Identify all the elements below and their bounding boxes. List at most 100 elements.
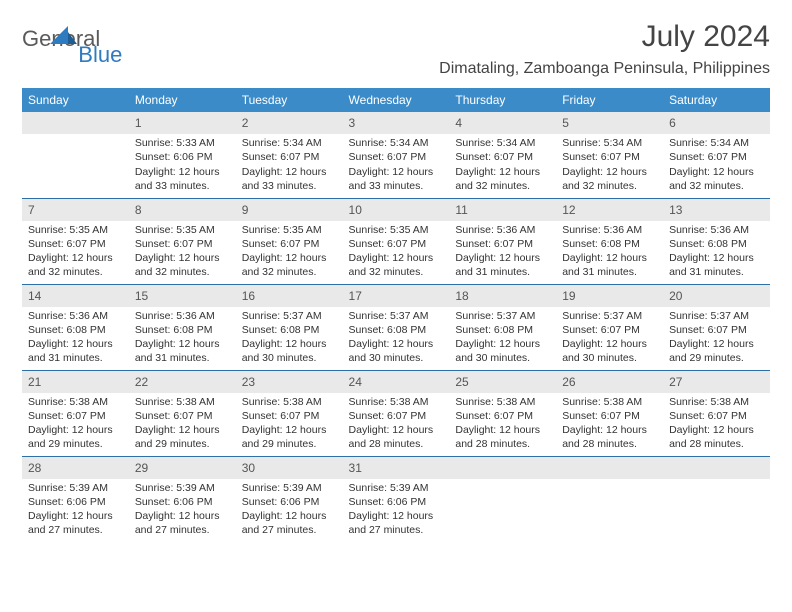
logo: General Blue <box>22 20 176 52</box>
daylight-text: Daylight: 12 hours and 32 minutes. <box>669 165 764 193</box>
cell-body: Sunrise: 5:37 AMSunset: 6:08 PMDaylight:… <box>236 307 343 370</box>
daylight-text: Daylight: 12 hours and 33 minutes. <box>242 165 337 193</box>
sunrise-text: Sunrise: 5:34 AM <box>562 136 657 150</box>
day-number: 23 <box>236 371 343 393</box>
sunset-text: Sunset: 6:08 PM <box>242 323 337 337</box>
cell-body: Sunrise: 5:35 AMSunset: 6:07 PMDaylight:… <box>343 221 450 284</box>
calendar-cell: 20Sunrise: 5:37 AMSunset: 6:07 PMDayligh… <box>663 284 770 370</box>
sunrise-text: Sunrise: 5:35 AM <box>28 223 123 237</box>
cell-body: Sunrise: 5:36 AMSunset: 6:07 PMDaylight:… <box>449 221 556 284</box>
cell-body: Sunrise: 5:33 AMSunset: 6:06 PMDaylight:… <box>129 134 236 197</box>
calendar-week-row: 28Sunrise: 5:39 AMSunset: 6:06 PMDayligh… <box>22 456 770 542</box>
calendar-cell: 21Sunrise: 5:38 AMSunset: 6:07 PMDayligh… <box>22 370 129 456</box>
calendar-cell: 26Sunrise: 5:38 AMSunset: 6:07 PMDayligh… <box>556 370 663 456</box>
header: General Blue July 2024 Dimataling, Zambo… <box>22 20 770 78</box>
calendar-week-row: 7Sunrise: 5:35 AMSunset: 6:07 PMDaylight… <box>22 198 770 284</box>
cell-body: Sunrise: 5:36 AMSunset: 6:08 PMDaylight:… <box>22 307 129 370</box>
cell-body: Sunrise: 5:35 AMSunset: 6:07 PMDaylight:… <box>129 221 236 284</box>
sunrise-text: Sunrise: 5:34 AM <box>349 136 444 150</box>
calendar-cell: 9Sunrise: 5:35 AMSunset: 6:07 PMDaylight… <box>236 198 343 284</box>
sunset-text: Sunset: 6:08 PM <box>562 237 657 251</box>
cell-body: Sunrise: 5:38 AMSunset: 6:07 PMDaylight:… <box>129 393 236 456</box>
calendar-cell: 17Sunrise: 5:37 AMSunset: 6:08 PMDayligh… <box>343 284 450 370</box>
calendar-cell: 1Sunrise: 5:33 AMSunset: 6:06 PMDaylight… <box>129 112 236 198</box>
sunset-text: Sunset: 6:06 PM <box>28 495 123 509</box>
sunset-text: Sunset: 6:07 PM <box>242 409 337 423</box>
location-label: Dimataling, Zamboanga Peninsula, Philipp… <box>439 60 770 78</box>
sunset-text: Sunset: 6:07 PM <box>242 237 337 251</box>
daylight-text: Daylight: 12 hours and 29 minutes. <box>669 337 764 365</box>
sunset-text: Sunset: 6:07 PM <box>349 237 444 251</box>
day-number <box>556 457 663 479</box>
day-number: 31 <box>343 457 450 479</box>
day-number: 17 <box>343 285 450 307</box>
sunset-text: Sunset: 6:08 PM <box>669 237 764 251</box>
day-number: 27 <box>663 371 770 393</box>
day-number: 18 <box>449 285 556 307</box>
weekday-header: Saturday <box>663 88 770 112</box>
daylight-text: Daylight: 12 hours and 27 minutes. <box>28 509 123 537</box>
sunset-text: Sunset: 6:07 PM <box>135 409 230 423</box>
sunrise-text: Sunrise: 5:38 AM <box>349 395 444 409</box>
daylight-text: Daylight: 12 hours and 28 minutes. <box>455 423 550 451</box>
calendar-cell: 18Sunrise: 5:37 AMSunset: 6:08 PMDayligh… <box>449 284 556 370</box>
day-number: 2 <box>236 112 343 134</box>
calendar-cell: 22Sunrise: 5:38 AMSunset: 6:07 PMDayligh… <box>129 370 236 456</box>
calendar-cell: 30Sunrise: 5:39 AMSunset: 6:06 PMDayligh… <box>236 456 343 542</box>
cell-body: Sunrise: 5:37 AMSunset: 6:07 PMDaylight:… <box>556 307 663 370</box>
sunset-text: Sunset: 6:08 PM <box>135 323 230 337</box>
cell-body: Sunrise: 5:36 AMSunset: 6:08 PMDaylight:… <box>556 221 663 284</box>
calendar-cell: 8Sunrise: 5:35 AMSunset: 6:07 PMDaylight… <box>129 198 236 284</box>
sunset-text: Sunset: 6:08 PM <box>455 323 550 337</box>
calendar-cell: 28Sunrise: 5:39 AMSunset: 6:06 PMDayligh… <box>22 456 129 542</box>
daylight-text: Daylight: 12 hours and 32 minutes. <box>135 251 230 279</box>
calendar-cell <box>22 112 129 198</box>
cell-body: Sunrise: 5:34 AMSunset: 6:07 PMDaylight:… <box>663 134 770 197</box>
cell-body: Sunrise: 5:38 AMSunset: 6:07 PMDaylight:… <box>663 393 770 456</box>
calendar-cell: 7Sunrise: 5:35 AMSunset: 6:07 PMDaylight… <box>22 198 129 284</box>
daylight-text: Daylight: 12 hours and 31 minutes. <box>562 251 657 279</box>
sunset-text: Sunset: 6:07 PM <box>135 237 230 251</box>
daylight-text: Daylight: 12 hours and 27 minutes. <box>349 509 444 537</box>
calendar-cell: 11Sunrise: 5:36 AMSunset: 6:07 PMDayligh… <box>449 198 556 284</box>
daylight-text: Daylight: 12 hours and 32 minutes. <box>28 251 123 279</box>
day-number <box>22 112 129 134</box>
day-number: 26 <box>556 371 663 393</box>
sunrise-text: Sunrise: 5:35 AM <box>349 223 444 237</box>
sunset-text: Sunset: 6:07 PM <box>562 323 657 337</box>
day-number: 22 <box>129 371 236 393</box>
sunrise-text: Sunrise: 5:35 AM <box>135 223 230 237</box>
sunrise-text: Sunrise: 5:33 AM <box>135 136 230 150</box>
cell-body: Sunrise: 5:39 AMSunset: 6:06 PMDaylight:… <box>129 479 236 542</box>
day-number: 5 <box>556 112 663 134</box>
daylight-text: Daylight: 12 hours and 32 minutes. <box>562 165 657 193</box>
sunset-text: Sunset: 6:07 PM <box>669 409 764 423</box>
cell-body: Sunrise: 5:39 AMSunset: 6:06 PMDaylight:… <box>22 479 129 542</box>
daylight-text: Daylight: 12 hours and 27 minutes. <box>242 509 337 537</box>
calendar-table: Sunday Monday Tuesday Wednesday Thursday… <box>22 88 770 542</box>
day-number: 19 <box>556 285 663 307</box>
calendar-cell: 15Sunrise: 5:36 AMSunset: 6:08 PMDayligh… <box>129 284 236 370</box>
weekday-header: Friday <box>556 88 663 112</box>
cell-body: Sunrise: 5:38 AMSunset: 6:07 PMDaylight:… <box>22 393 129 456</box>
cell-body: Sunrise: 5:35 AMSunset: 6:07 PMDaylight:… <box>236 221 343 284</box>
day-number: 9 <box>236 199 343 221</box>
daylight-text: Daylight: 12 hours and 32 minutes. <box>349 251 444 279</box>
calendar-cell: 16Sunrise: 5:37 AMSunset: 6:08 PMDayligh… <box>236 284 343 370</box>
weekday-header: Monday <box>129 88 236 112</box>
day-number: 14 <box>22 285 129 307</box>
cell-body: Sunrise: 5:38 AMSunset: 6:07 PMDaylight:… <box>449 393 556 456</box>
day-number: 4 <box>449 112 556 134</box>
daylight-text: Daylight: 12 hours and 31 minutes. <box>28 337 123 365</box>
day-number: 29 <box>129 457 236 479</box>
day-number: 8 <box>129 199 236 221</box>
calendar-cell: 5Sunrise: 5:34 AMSunset: 6:07 PMDaylight… <box>556 112 663 198</box>
sunset-text: Sunset: 6:06 PM <box>349 495 444 509</box>
day-number: 20 <box>663 285 770 307</box>
daylight-text: Daylight: 12 hours and 30 minutes. <box>562 337 657 365</box>
daylight-text: Daylight: 12 hours and 29 minutes. <box>135 423 230 451</box>
sunset-text: Sunset: 6:07 PM <box>669 150 764 164</box>
calendar-cell <box>556 456 663 542</box>
daylight-text: Daylight: 12 hours and 28 minutes. <box>349 423 444 451</box>
sunrise-text: Sunrise: 5:38 AM <box>455 395 550 409</box>
